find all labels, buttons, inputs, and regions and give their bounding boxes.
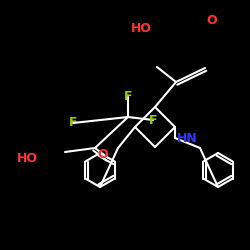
Text: HO: HO: [17, 152, 38, 164]
Text: O: O: [207, 14, 217, 26]
Text: O: O: [98, 148, 108, 162]
Text: F: F: [124, 90, 132, 104]
Text: F: F: [149, 114, 157, 126]
Text: F: F: [69, 116, 77, 130]
Text: HO: HO: [131, 22, 152, 35]
Text: HN: HN: [177, 132, 198, 144]
